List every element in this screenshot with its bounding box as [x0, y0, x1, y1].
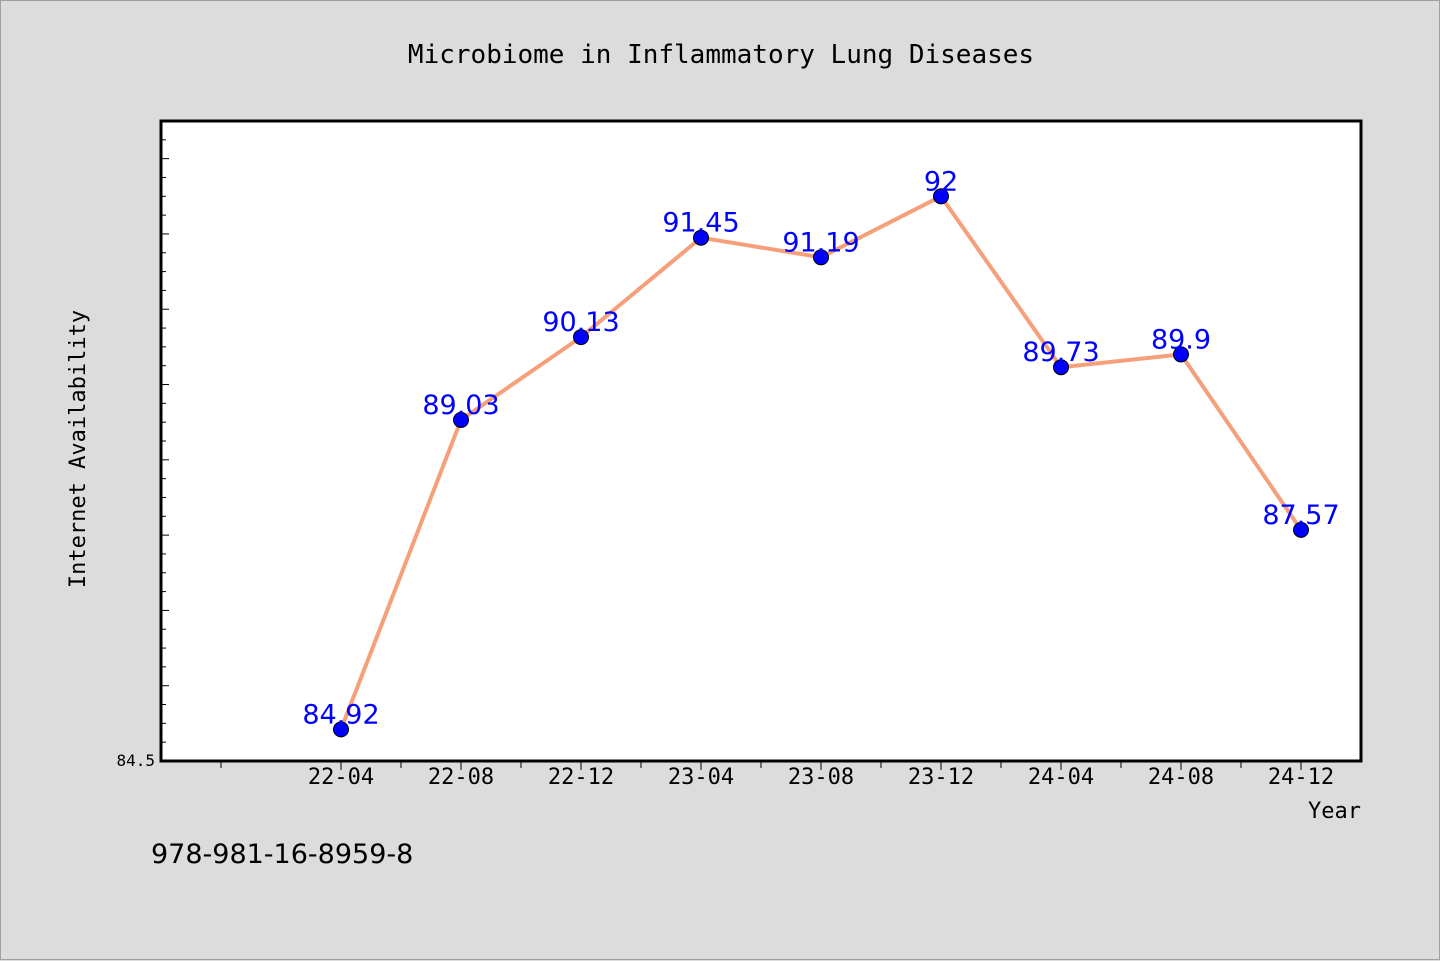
isbn-footer: 978-981-16-8959-8 [151, 839, 413, 870]
data-point [1173, 346, 1189, 363]
data-label: 89.03 [422, 390, 499, 421]
data-point [333, 721, 349, 738]
y-tick-label: 84.5 [116, 751, 155, 770]
data-point [573, 329, 589, 346]
data-point [813, 249, 829, 266]
data-label: 91.45 [662, 208, 739, 239]
y-axis-ticks: 84.5 [116, 120, 169, 770]
x-axis-label: Year [1308, 799, 1361, 824]
data-label: 89.9 [1151, 324, 1211, 355]
data-label: 92 [924, 166, 958, 197]
plot-area [159, 119, 1363, 763]
chart-title: Microbiome in Inflammatory Lung Diseases [408, 40, 1034, 70]
series-layer [333, 188, 1309, 738]
x-axis-ticks: 22-04 22-08 22-12 23-04 23-08 23-12 24-04 24-08… [220, 761, 1334, 790]
data-point [1293, 521, 1309, 538]
data-label: 91.19 [782, 227, 859, 258]
x-tick-label: 22-08 [428, 765, 494, 790]
x-tick-label: 23-12 [908, 765, 974, 790]
x-tick-label: 23-04 [668, 765, 734, 790]
data-label: 90.13 [542, 307, 619, 338]
y-axis-label: Internet Availability [66, 310, 91, 588]
data-label: 87.57 [1262, 500, 1339, 531]
x-tick-label: 23-08 [788, 765, 854, 790]
x-tick-label: 24-04 [1028, 765, 1094, 790]
data-label: 89.73 [1022, 337, 1099, 368]
x-tick-label: 22-12 [548, 765, 614, 790]
data-point [693, 229, 709, 246]
data-point [933, 188, 949, 205]
data-label: 84.92 [302, 699, 379, 730]
data-labels-layer: 84.92 89.03 90.13 91.45 91.19 92 89.73 89.9 87.5… [302, 166, 1339, 730]
x-tick-label: 24-08 [1148, 765, 1214, 790]
x-tick-label: 24-12 [1268, 765, 1334, 790]
x-tick-label: 22-04 [308, 765, 374, 790]
data-point [1053, 359, 1069, 376]
data-point [453, 411, 469, 428]
